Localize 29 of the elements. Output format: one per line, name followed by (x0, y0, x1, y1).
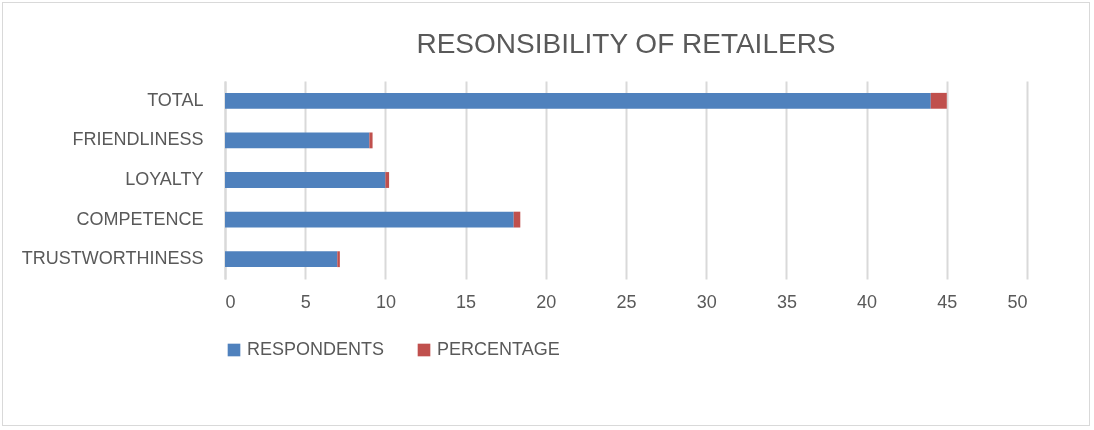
bar (930, 92, 947, 109)
x-tick-label: 45 (937, 291, 958, 312)
y-tick-label: LOYALTY (125, 169, 204, 189)
x-tick-label: 0 (225, 291, 236, 312)
bar (513, 211, 521, 228)
bar (337, 251, 340, 268)
x-tick-label: 10 (375, 291, 396, 312)
x-tick-label: 35 (776, 291, 797, 312)
y-tick-label: FRIENDLINESS (72, 129, 204, 150)
bar (225, 172, 386, 188)
x-tick-label: 20 (536, 291, 557, 312)
legend-label: PERCENTAGE (437, 339, 560, 359)
y-tick-label: TOTAL (147, 89, 204, 110)
y-tick-label: TRUSTWORTHINESS (21, 248, 204, 269)
bar (225, 251, 338, 268)
chart-title: RESONSIBILITY OF RETAILERS (416, 28, 836, 59)
legend-label: RESPONDENTS (247, 339, 385, 359)
x-tick-label: 15 (456, 291, 477, 312)
bar (225, 132, 370, 149)
x-tick-label: 30 (696, 291, 717, 312)
bar (225, 211, 514, 228)
x-tick-label: 5 (300, 291, 311, 312)
y-tick-label: COMPETENCE (76, 208, 204, 229)
x-tick-label: 40 (857, 291, 878, 312)
x-tick-label: 50 (1007, 291, 1028, 312)
x-tick-label: 25 (616, 291, 637, 312)
bar (385, 172, 390, 188)
bar (225, 92, 931, 109)
bar (369, 132, 373, 149)
